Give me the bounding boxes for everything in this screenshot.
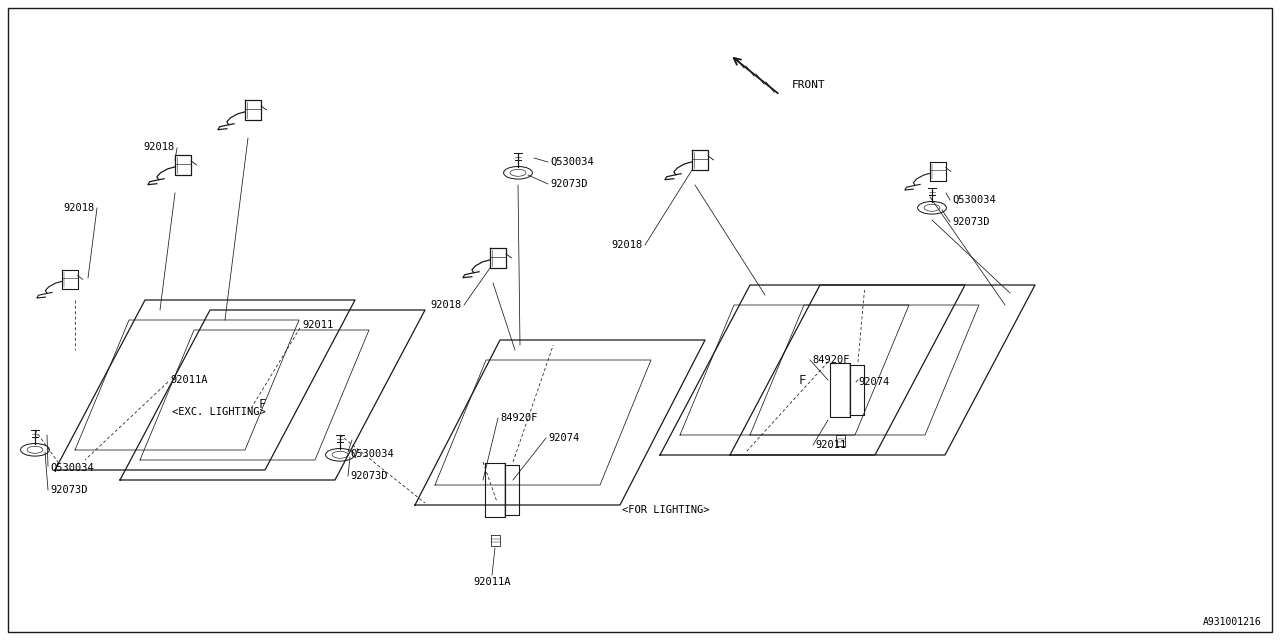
Text: A931001216: A931001216 xyxy=(1203,617,1262,627)
Text: 92011: 92011 xyxy=(302,320,333,330)
Text: Q530034: Q530034 xyxy=(952,195,996,205)
Text: 84920F: 84920F xyxy=(500,413,538,423)
Text: 92018: 92018 xyxy=(431,300,462,310)
Text: 92073D: 92073D xyxy=(349,471,388,481)
Text: 92073D: 92073D xyxy=(50,485,87,495)
Text: 92073D: 92073D xyxy=(550,179,588,189)
Text: 92011A: 92011A xyxy=(474,577,511,587)
Text: F: F xyxy=(799,374,806,387)
Text: Q530034: Q530034 xyxy=(550,157,594,167)
Text: 92011A: 92011A xyxy=(170,375,207,385)
Text: 92074: 92074 xyxy=(858,377,890,387)
Text: 92074: 92074 xyxy=(548,433,580,443)
Text: 92073D: 92073D xyxy=(952,217,989,227)
Text: 92018: 92018 xyxy=(612,240,643,250)
Text: Q530034: Q530034 xyxy=(50,463,93,473)
Text: FRONT: FRONT xyxy=(792,80,826,90)
Text: <FOR LIGHTING>: <FOR LIGHTING> xyxy=(622,505,709,515)
Text: 92018: 92018 xyxy=(143,142,175,152)
Text: <EXC. LIGHTING>: <EXC. LIGHTING> xyxy=(172,407,266,417)
Text: F: F xyxy=(259,399,266,412)
Text: 84920F: 84920F xyxy=(812,355,850,365)
Text: 92011: 92011 xyxy=(815,440,846,450)
Text: 92018: 92018 xyxy=(64,203,95,213)
Text: Q530034: Q530034 xyxy=(349,449,394,459)
